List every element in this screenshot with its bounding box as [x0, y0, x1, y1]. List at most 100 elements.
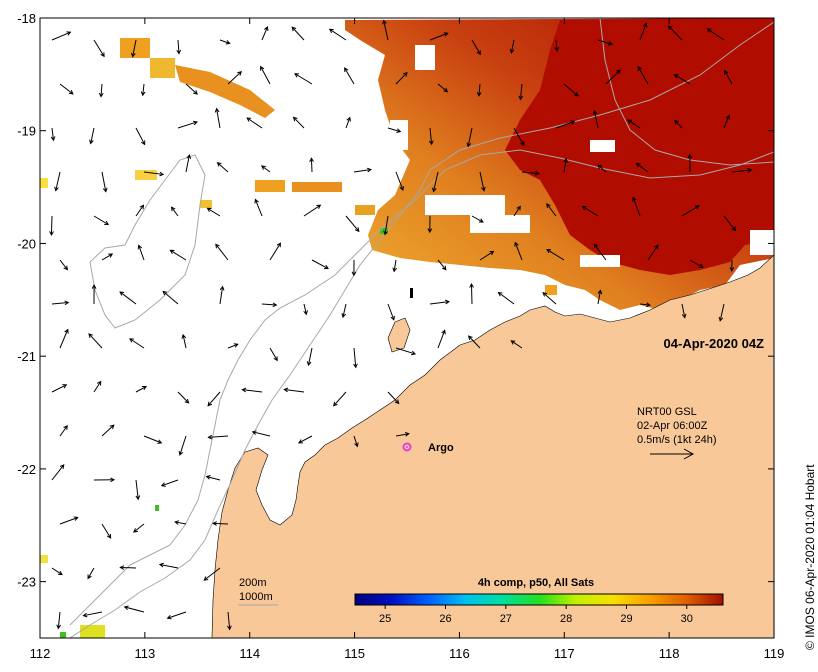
- current-arrow: [668, 25, 683, 41]
- current-arrow-head: [478, 218, 484, 223]
- current-arrow-head: [573, 91, 579, 97]
- svg-text:02-Apr 06:00Z: 02-Apr 06:00Z: [637, 420, 708, 432]
- current-arrow: [479, 171, 485, 191]
- current-arrow-head: [654, 244, 659, 250]
- current-arrow-head: [215, 243, 220, 249]
- current-arrow-head: [706, 28, 712, 33]
- date-label: 04-Apr-2020 04Z: [664, 336, 764, 351]
- current-arrow-head: [402, 71, 408, 77]
- current-arrow: [260, 66, 271, 85]
- barrow-island: [387, 317, 411, 353]
- current-arrow: [582, 206, 599, 217]
- current-arrow: [51, 384, 67, 393]
- current-arrow: [175, 521, 187, 525]
- current-arrow: [636, 163, 649, 173]
- current-arrow: [513, 206, 521, 217]
- current-arrow: [395, 72, 408, 85]
- current-arrow-head: [206, 207, 212, 213]
- y-tick-label: -19: [17, 124, 36, 139]
- current-arrow: [59, 259, 68, 270]
- current-arrow: [55, 171, 61, 191]
- current-arrow: [555, 120, 575, 129]
- current-arrow: [227, 343, 238, 349]
- current-arrow: [674, 74, 691, 85]
- current-arrow-head: [427, 228, 433, 234]
- current-arrow: [246, 117, 263, 129]
- current-arrow: [227, 611, 231, 630]
- current-arrow-head: [303, 310, 308, 316]
- current-arrow: [162, 290, 179, 305]
- current-arrow-head: [174, 520, 180, 525]
- current-arrow-head: [54, 186, 59, 192]
- current-arrow-head: [694, 205, 700, 210]
- current-arrow: [329, 28, 347, 41]
- current-arrow: [555, 39, 558, 51]
- current-arrow: [90, 127, 95, 144]
- current-arrow-head: [216, 162, 222, 167]
- current-arrow: [143, 435, 162, 444]
- svg-text:4h comp, p50, All Sats: 4h comp, p50, All Sats: [478, 577, 594, 589]
- current-arrow-head: [59, 464, 65, 469]
- current-arrow-head: [98, 92, 104, 98]
- current-arrow: [333, 391, 347, 407]
- colorbar-tick-label: 27: [500, 613, 512, 625]
- current-arrow: [303, 204, 321, 217]
- svg-text:0.5m/s (1kt 24h): 0.5m/s (1kt 24h): [637, 434, 716, 446]
- x-tick-label: 116: [449, 646, 470, 661]
- current-arrow-head: [102, 187, 108, 193]
- current-arrow: [647, 244, 659, 261]
- current-arrow-head: [241, 387, 247, 393]
- current-arrow: [593, 243, 607, 261]
- current-arrow-head: [383, 230, 388, 236]
- current-arrow-head: [64, 328, 69, 334]
- current-arrow-head: [141, 140, 146, 146]
- sst-patch: [120, 38, 150, 58]
- current-arrow: [59, 517, 78, 525]
- current-arrow-head: [108, 253, 114, 258]
- current-arrow-head: [534, 170, 540, 176]
- current-arrow-head: [237, 71, 242, 76]
- current-arrow: [213, 522, 229, 525]
- current-arrow: [353, 347, 357, 368]
- current-arrow-head: [324, 264, 329, 270]
- current-arrow-head: [667, 25, 673, 30]
- current-arrow-head: [747, 167, 753, 173]
- svg-text:200m: 200m: [239, 577, 267, 589]
- current-arrow-head: [518, 95, 524, 101]
- current-arrow: [395, 171, 404, 191]
- current-arrow-head: [192, 120, 198, 126]
- current-arrow: [387, 127, 401, 133]
- current-arrow-head: [212, 521, 217, 526]
- current-arrow-head: [88, 333, 93, 338]
- current-arrow: [724, 70, 733, 85]
- current-arrow-head: [597, 164, 603, 170]
- current-arrow: [674, 119, 683, 129]
- current-arrow-head: [169, 249, 175, 255]
- current-vectors: [49, 19, 753, 631]
- current-arrow-head: [563, 157, 568, 163]
- current-arrow: [171, 206, 179, 217]
- current-arrow: [563, 158, 567, 173]
- current-arrow-head: [698, 263, 704, 268]
- current-arrow-head: [399, 185, 404, 191]
- current-arrow-head: [729, 267, 735, 272]
- current-arrow-head: [616, 69, 621, 74]
- current-arrow-head: [203, 576, 209, 581]
- current-arrow: [593, 110, 599, 129]
- current-arrow: [179, 435, 187, 456]
- current-arrow: [88, 333, 103, 349]
- current-arrow: [294, 73, 313, 85]
- current-arrow: [731, 169, 752, 173]
- current-arrow-head: [260, 165, 266, 170]
- current-arrow-head: [133, 528, 138, 533]
- current-arrow-head: [109, 424, 115, 430]
- current-arrow-head: [49, 231, 54, 237]
- current-arrow-head: [681, 313, 687, 319]
- current-arrow-head: [476, 50, 481, 56]
- current-arrow-head: [366, 167, 372, 173]
- current-arrow-head: [382, 19, 387, 25]
- current-arrow: [167, 611, 187, 619]
- colorbar: 4h comp, p50, All Sats 25 26 27 28 29 30: [354, 577, 724, 625]
- current-arrow: [429, 127, 433, 145]
- current-arrow: [433, 171, 439, 192]
